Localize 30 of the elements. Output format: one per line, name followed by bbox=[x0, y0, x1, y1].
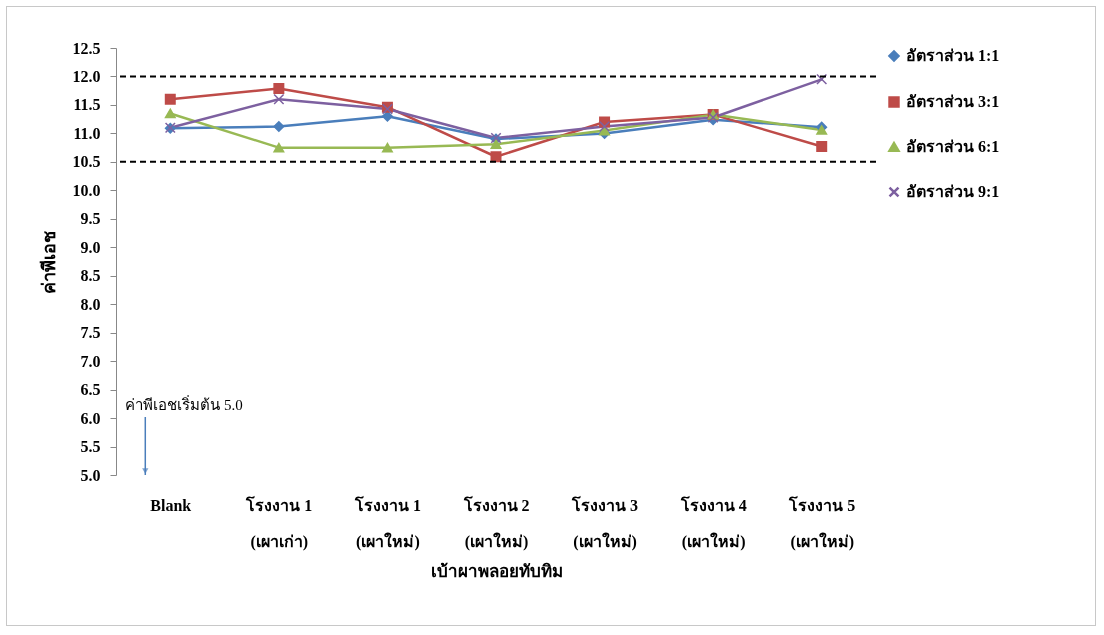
y-tick-label: 5.5 bbox=[80, 438, 101, 456]
x-tick-label: โรงงาน 3 (เผาใหม่) bbox=[571, 494, 639, 551]
y-tick-label: 6.0 bbox=[80, 409, 101, 427]
y-tick-label: 6.5 bbox=[80, 381, 101, 399]
x-tick-label: โรงงาน 5 (เผาใหม่) bbox=[788, 494, 856, 551]
legend-label: อัตราส่วน 9:1 bbox=[906, 183, 1000, 200]
x-tick-label: โรงงาน 2 (เผาใหม่) bbox=[462, 494, 530, 551]
y-tick-label: 9.5 bbox=[80, 210, 101, 228]
y-tick-label: 11.0 bbox=[73, 124, 101, 142]
y-tick-label: 7.5 bbox=[80, 324, 101, 342]
x-tick-label: Blank bbox=[150, 496, 192, 514]
y-tick-label: 5.0 bbox=[80, 466, 101, 484]
annotation: ค่าพีเอชเริ่มต้น 5.0 bbox=[125, 394, 243, 413]
x-tick-label: โรงงาน 1 (เผาเก่า) bbox=[245, 494, 313, 551]
legend-label: อัตราส่วน 6:1 bbox=[906, 138, 1000, 155]
y-tick-label: 9.0 bbox=[80, 238, 101, 256]
y-tick-label: 8.5 bbox=[80, 267, 101, 285]
y-tick-label: 12.5 bbox=[72, 39, 101, 57]
legend-label: อัตราส่วน 3:1 bbox=[906, 93, 1000, 110]
x-axis-title: เบ้าผาพลอยทับทิม bbox=[430, 561, 563, 581]
y-axis-title: ค่าพีเอช bbox=[38, 230, 59, 294]
y-tick-label: 11.5 bbox=[73, 96, 101, 114]
y-tick-label: 8.0 bbox=[80, 295, 101, 313]
x-tick-label: โรงงาน 4 (เผาใหม่) bbox=[679, 494, 747, 551]
y-tick-label: 10.5 bbox=[72, 153, 101, 171]
y-tick-label: 7.0 bbox=[80, 352, 101, 370]
y-tick-label: 10.0 bbox=[72, 181, 101, 199]
legend-label: อัตราส่วน 1:1 bbox=[906, 47, 1000, 64]
y-tick-label: 12.0 bbox=[72, 67, 101, 85]
x-tick-label: โรงงาน 1 (เผาใหม่) bbox=[353, 494, 421, 551]
